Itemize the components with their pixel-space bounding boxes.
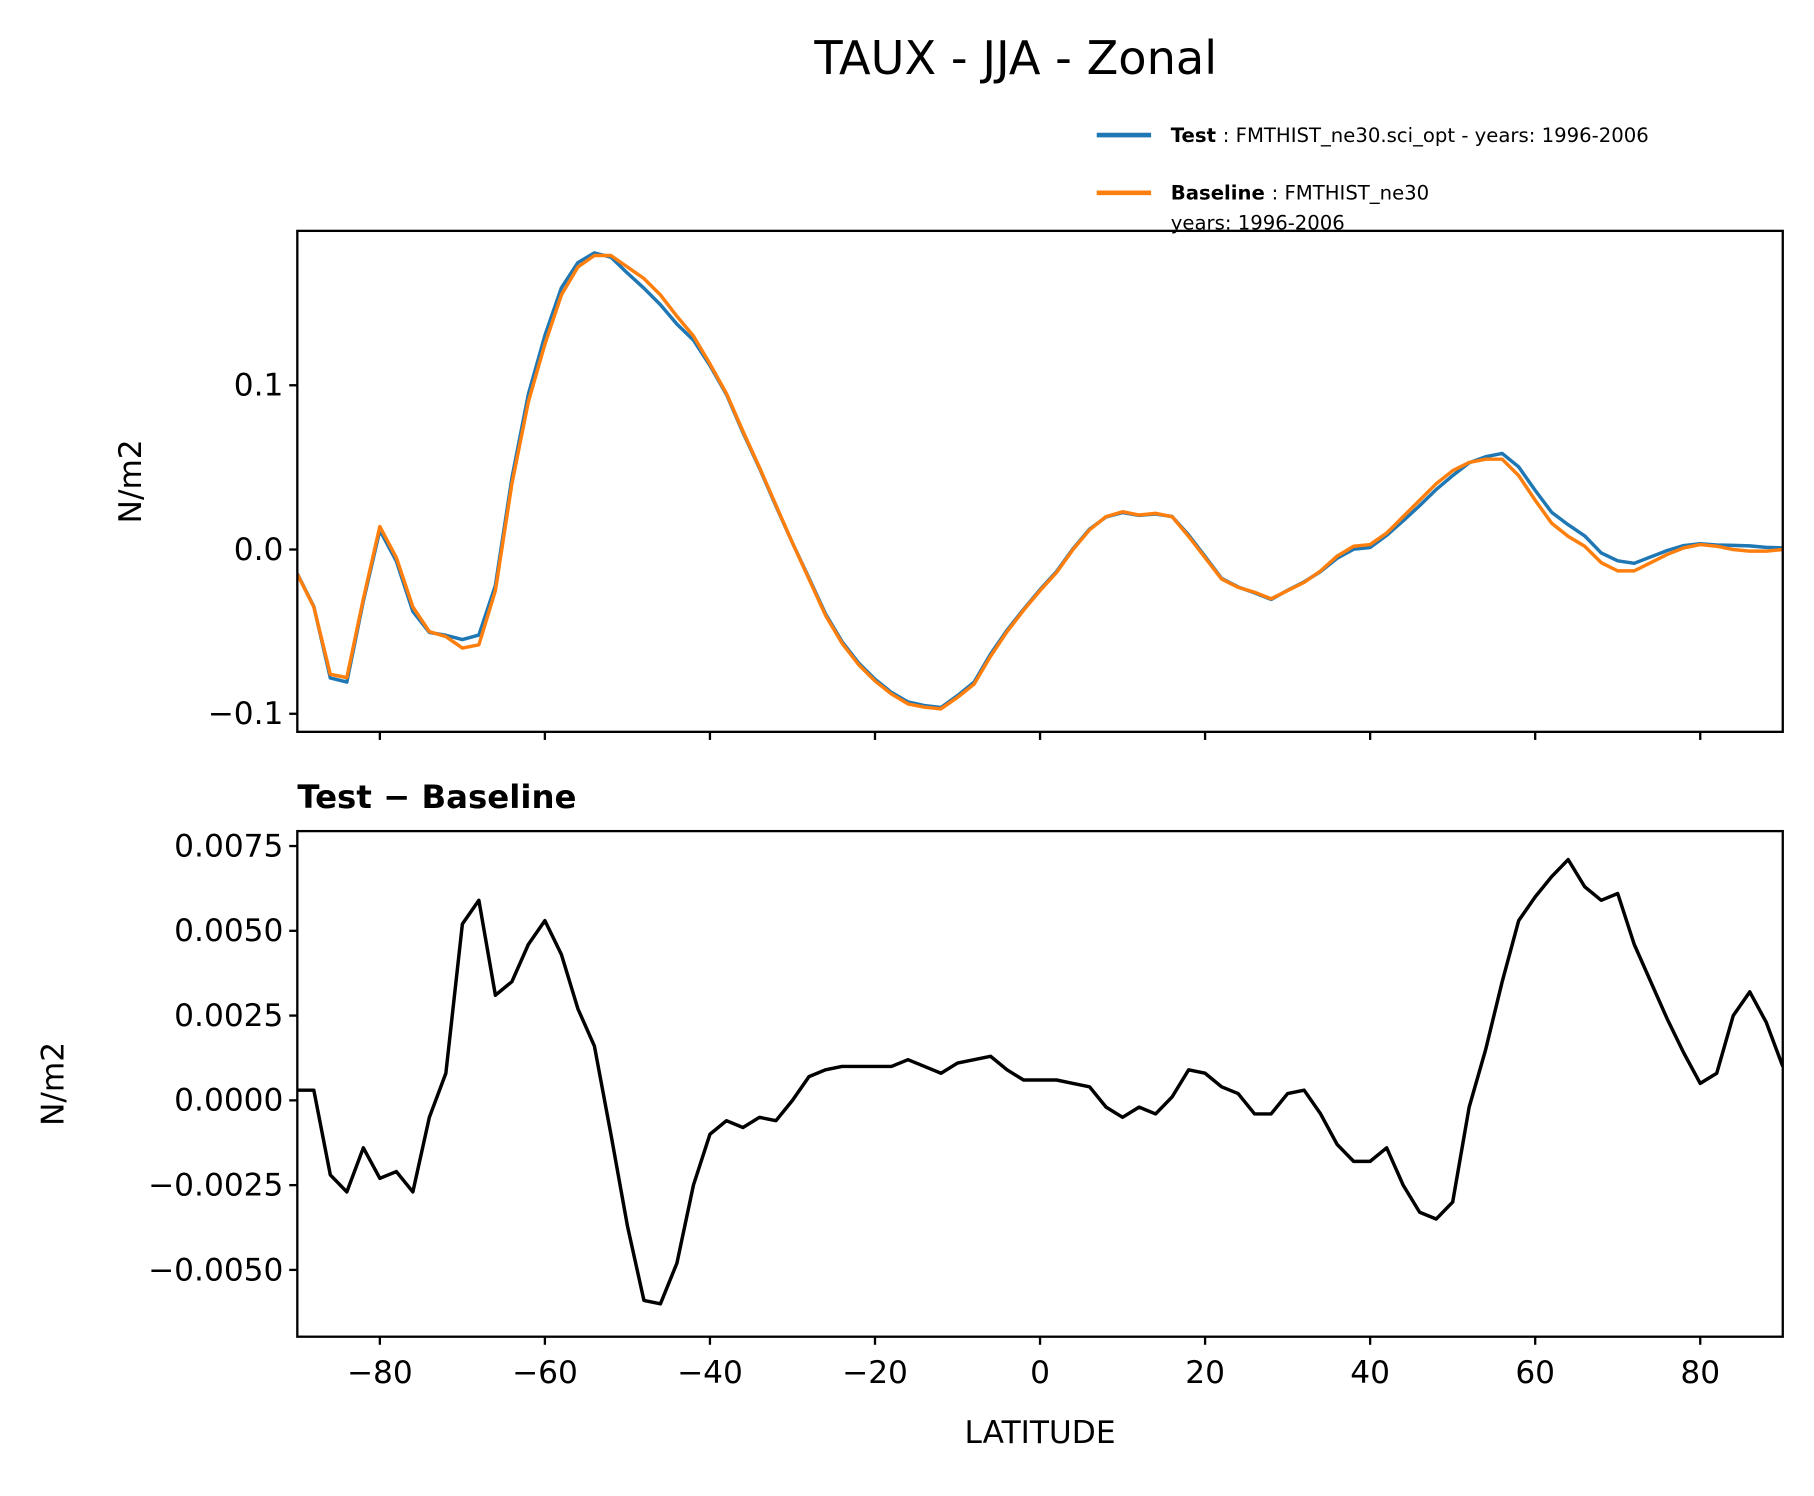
y-axis-label: N/m2 bbox=[36, 1042, 72, 1126]
y-tick-label: −0.1 bbox=[208, 696, 284, 732]
axes-title: Test − Baseline bbox=[297, 778, 576, 816]
y-tick-label: 0.0000 bbox=[174, 1083, 283, 1119]
y-axis-label: N/m2 bbox=[113, 439, 149, 523]
x-tick-label: 80 bbox=[1680, 1355, 1720, 1391]
axes-frame bbox=[296, 229, 1784, 733]
x-tick-label: −60 bbox=[512, 1355, 578, 1391]
series-line bbox=[297, 253, 1783, 711]
legend-label: Test : FMTHIST_ne30.sci_opt - years: 199… bbox=[1171, 124, 1649, 147]
y-tick-label: 0.0050 bbox=[174, 913, 283, 949]
legend-label: Baseline : FMTHIST_ne30 years: 1996-2006 bbox=[1171, 182, 1429, 235]
x-tick-label: 60 bbox=[1515, 1355, 1555, 1391]
series-line bbox=[297, 251, 1783, 710]
x-tick-label: 0 bbox=[1030, 1355, 1050, 1391]
x-tick-label: −40 bbox=[677, 1355, 743, 1391]
x-tick-label: −20 bbox=[842, 1355, 908, 1391]
y-tick-label: 0.0075 bbox=[174, 828, 283, 864]
y-tick-label: −0.0050 bbox=[148, 1252, 283, 1288]
y-tick-label: −0.0025 bbox=[148, 1168, 283, 1204]
y-tick-label: 0.0025 bbox=[174, 998, 283, 1034]
x-tick-label: 40 bbox=[1350, 1355, 1390, 1391]
figure-title: TAUX - JJA - Zonal bbox=[813, 31, 1217, 85]
y-tick-label: 0.1 bbox=[234, 368, 284, 404]
series-line bbox=[297, 857, 1783, 1306]
axes-frame bbox=[296, 829, 1784, 1338]
x-axis-label: LATITUDE bbox=[965, 1415, 1116, 1451]
y-tick-label: 0.0 bbox=[234, 532, 284, 568]
x-tick-label: 20 bbox=[1185, 1355, 1225, 1391]
x-tick-label: −80 bbox=[347, 1355, 413, 1391]
